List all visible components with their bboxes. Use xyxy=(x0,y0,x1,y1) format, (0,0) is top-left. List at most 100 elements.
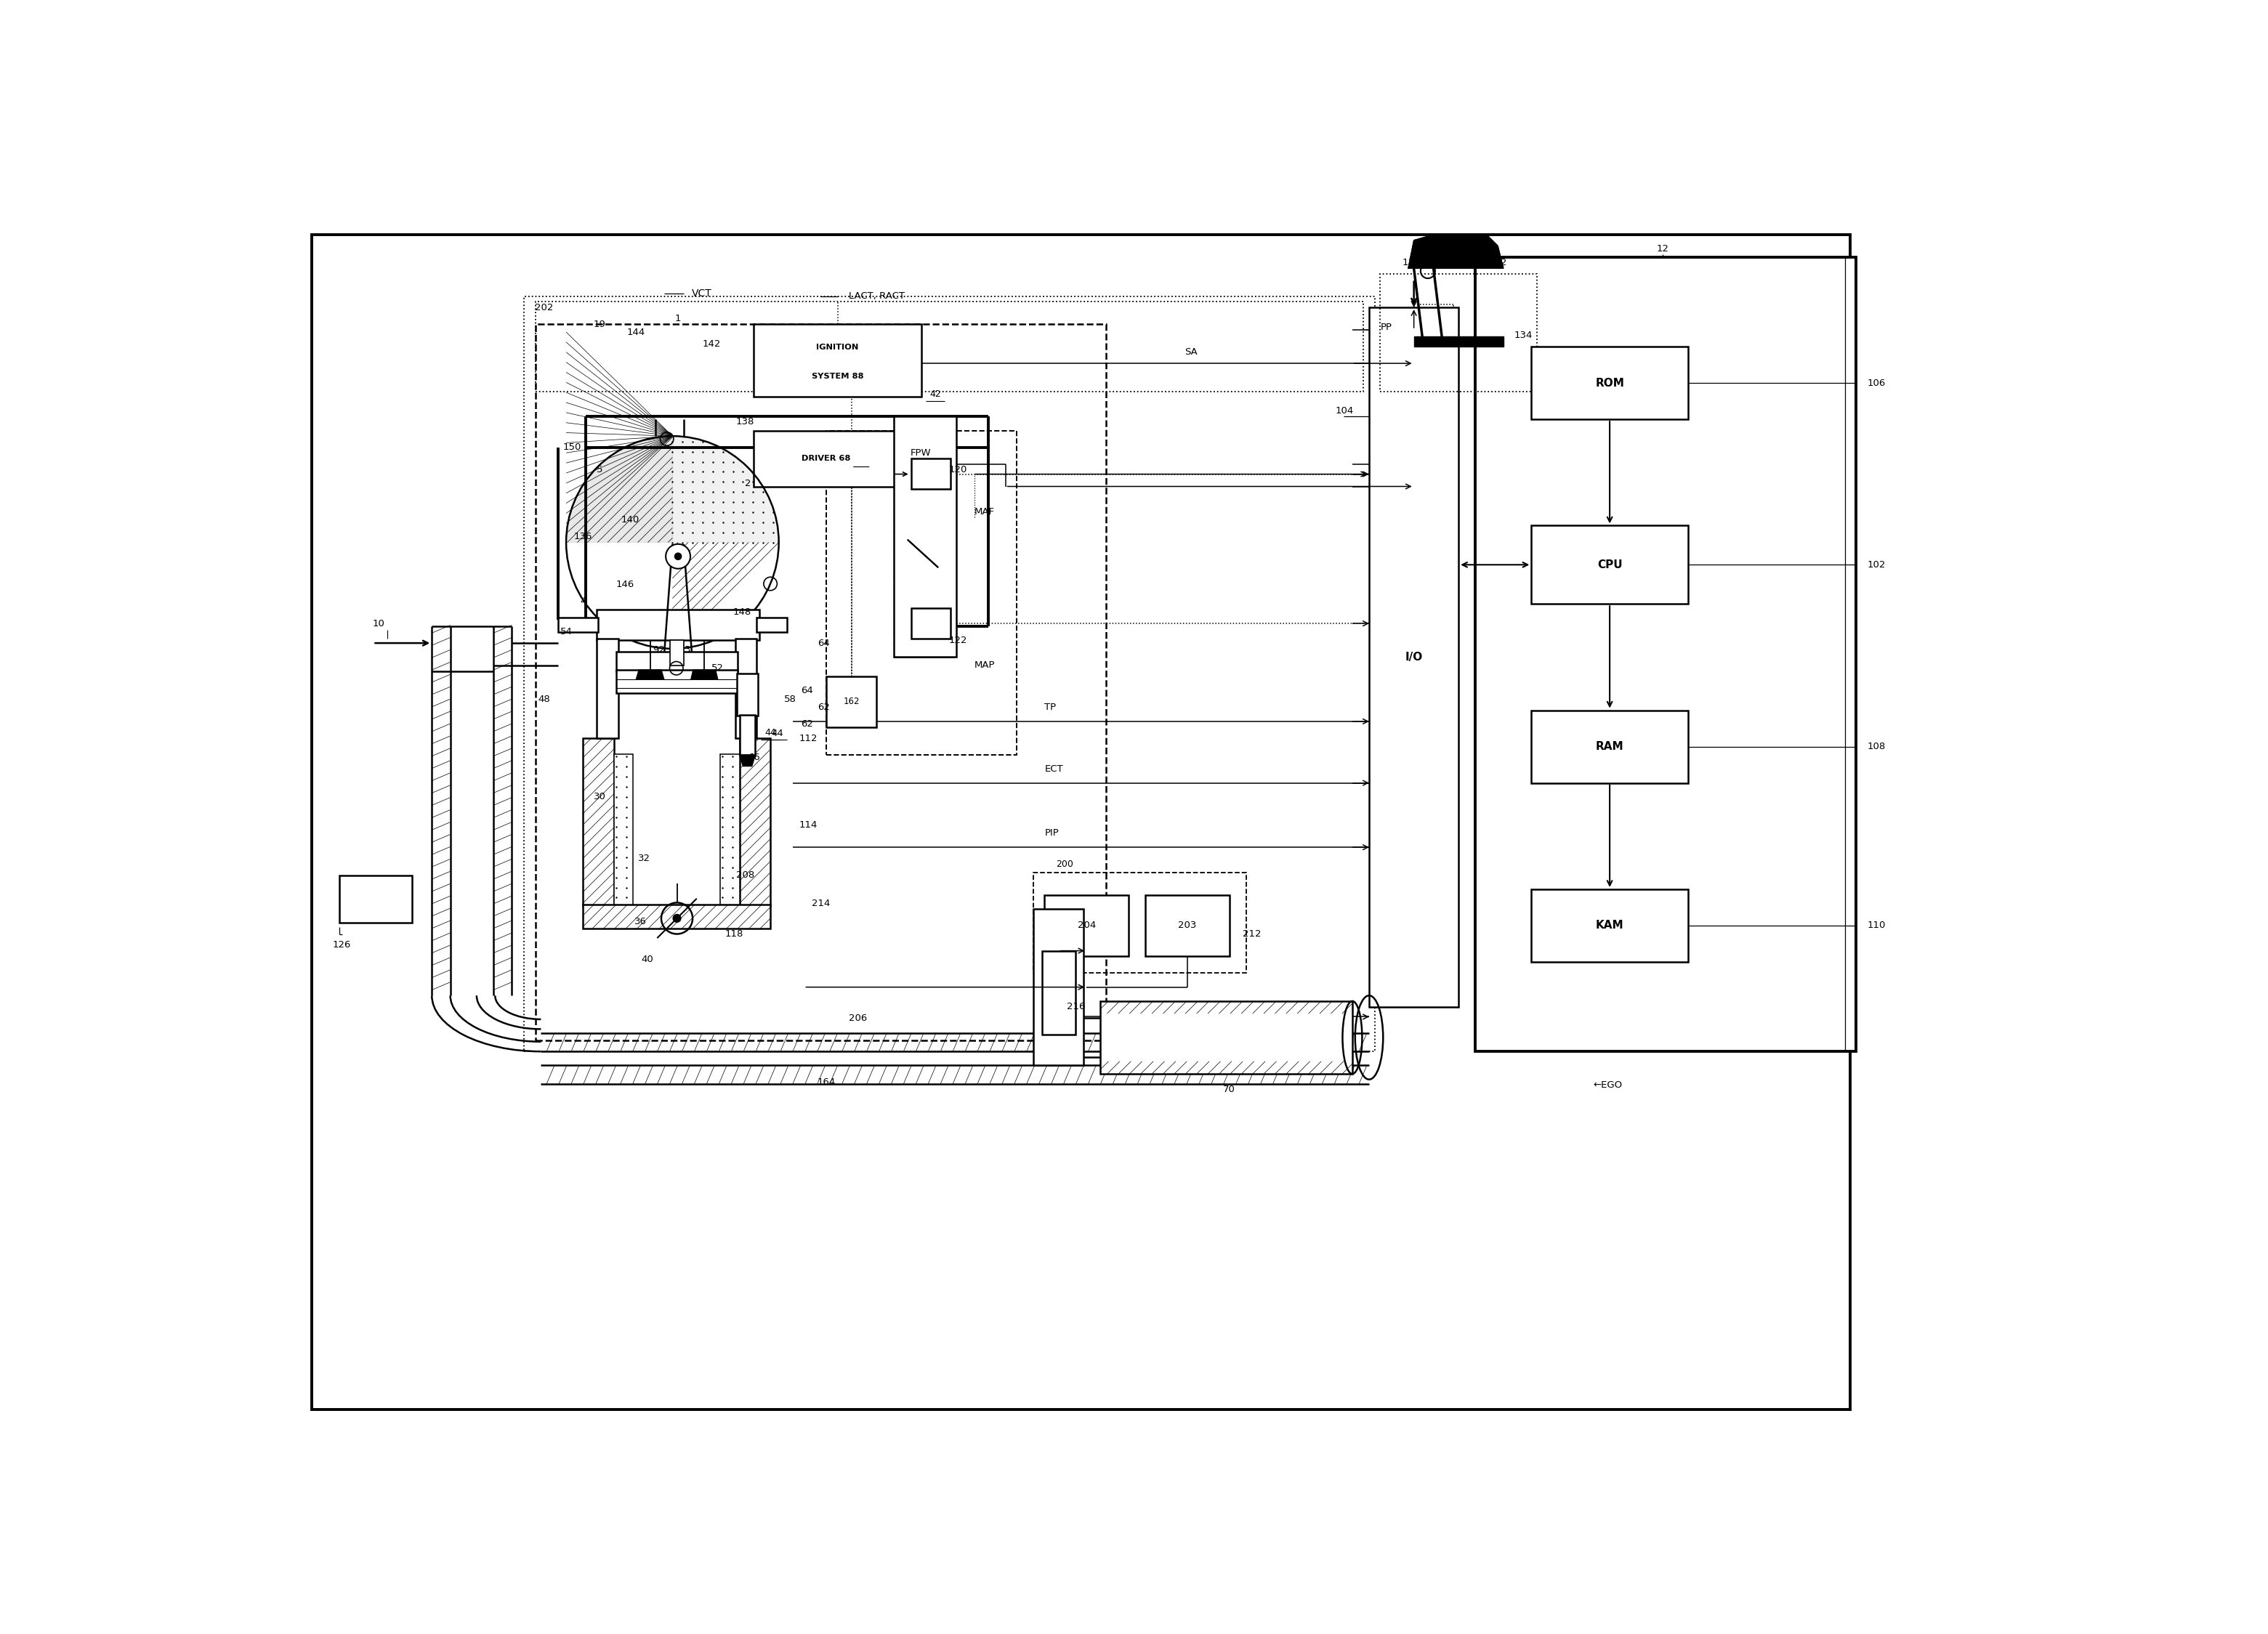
Text: 134: 134 xyxy=(1513,330,1533,340)
Text: MAF: MAF xyxy=(975,507,996,516)
Text: MAP: MAP xyxy=(975,660,996,670)
Bar xyxy=(1370,307,1458,1007)
Text: 212: 212 xyxy=(1243,930,1261,938)
Text: 146: 146 xyxy=(615,580,635,588)
Bar xyxy=(1476,257,1855,1051)
Bar xyxy=(615,753,633,905)
Bar xyxy=(894,417,957,657)
Bar xyxy=(739,714,755,755)
Text: 204: 204 xyxy=(1077,922,1095,930)
Bar xyxy=(669,641,683,665)
Text: 44: 44 xyxy=(764,727,776,737)
Text: ROM: ROM xyxy=(1594,377,1624,389)
Text: 30: 30 xyxy=(594,792,606,802)
Text: 66: 66 xyxy=(748,753,760,763)
Polygon shape xyxy=(739,755,755,766)
Bar xyxy=(311,235,1851,1410)
Bar xyxy=(617,670,737,693)
Bar xyxy=(912,459,950,489)
Bar xyxy=(1041,951,1075,1034)
Text: ECT: ECT xyxy=(1046,765,1064,773)
Bar xyxy=(735,639,758,739)
Text: 214: 214 xyxy=(812,899,830,909)
Text: 164: 164 xyxy=(816,1077,835,1087)
Text: 110: 110 xyxy=(1867,922,1885,930)
Text: 102: 102 xyxy=(1867,560,1885,570)
Bar xyxy=(524,296,1374,1051)
Text: 4: 4 xyxy=(581,596,585,606)
Polygon shape xyxy=(692,670,717,680)
Circle shape xyxy=(674,552,680,560)
Text: 62: 62 xyxy=(816,703,830,712)
Circle shape xyxy=(667,544,689,569)
Text: 40: 40 xyxy=(642,954,653,964)
Text: 44: 44 xyxy=(771,729,782,739)
Bar xyxy=(1531,526,1687,605)
Text: 148: 148 xyxy=(733,608,751,618)
Bar xyxy=(596,609,760,641)
Text: 206: 206 xyxy=(848,1013,866,1023)
Bar xyxy=(558,618,599,632)
Text: 142: 142 xyxy=(703,338,721,348)
Text: 70: 70 xyxy=(1222,1085,1236,1095)
Text: FPW: FPW xyxy=(909,448,932,458)
Text: 200: 200 xyxy=(1057,859,1073,869)
Text: 208: 208 xyxy=(737,871,755,881)
Text: 203: 203 xyxy=(1177,922,1198,930)
Bar xyxy=(758,618,787,632)
Text: 144: 144 xyxy=(626,328,646,337)
Bar xyxy=(1034,909,1084,1065)
Bar xyxy=(583,905,771,928)
Text: SYSTEM 88: SYSTEM 88 xyxy=(812,373,864,381)
Bar xyxy=(617,652,737,672)
Text: 106: 106 xyxy=(1867,377,1885,387)
Bar xyxy=(912,608,950,639)
Bar xyxy=(596,639,619,739)
Text: 64: 64 xyxy=(816,639,830,647)
Bar xyxy=(739,739,771,905)
Polygon shape xyxy=(635,670,665,680)
Text: 118: 118 xyxy=(726,930,744,938)
Bar xyxy=(1531,346,1687,420)
Text: 2: 2 xyxy=(744,479,751,489)
Text: 120: 120 xyxy=(948,466,966,474)
Text: 12: 12 xyxy=(1656,243,1669,253)
Text: SA: SA xyxy=(1184,348,1198,356)
Bar xyxy=(535,324,1107,1041)
Text: 54: 54 xyxy=(560,627,572,637)
Text: 10: 10 xyxy=(372,619,386,627)
Text: 108: 108 xyxy=(1867,742,1885,752)
Text: 130: 130 xyxy=(1402,258,1420,268)
Bar xyxy=(753,430,898,487)
Bar xyxy=(719,753,739,905)
Text: 42: 42 xyxy=(930,389,941,399)
Text: ←EGO: ←EGO xyxy=(1592,1080,1622,1090)
Text: VCT: VCT xyxy=(692,288,712,299)
Bar xyxy=(753,324,921,397)
Text: 52: 52 xyxy=(712,663,723,673)
Bar xyxy=(1531,889,1687,962)
Bar xyxy=(737,673,758,716)
Text: 36: 36 xyxy=(635,917,646,926)
Text: 216: 216 xyxy=(1066,1002,1086,1011)
Text: KAM: KAM xyxy=(1597,920,1624,931)
Text: IGNITION: IGNITION xyxy=(816,343,860,351)
Bar xyxy=(535,302,1363,391)
Polygon shape xyxy=(1408,235,1504,268)
Text: PIP: PIP xyxy=(1046,828,1059,838)
Bar xyxy=(1046,895,1129,956)
Text: 58: 58 xyxy=(785,694,796,704)
Text: 136: 136 xyxy=(574,533,592,541)
Text: I/O: I/O xyxy=(1406,652,1422,662)
Bar xyxy=(1145,895,1229,956)
Text: 114: 114 xyxy=(798,820,819,830)
Text: 122: 122 xyxy=(948,636,966,645)
Text: 1: 1 xyxy=(676,314,680,324)
Text: 112: 112 xyxy=(798,734,819,743)
Text: PP: PP xyxy=(1381,322,1393,332)
Text: 162: 162 xyxy=(844,698,860,706)
Text: 126: 126 xyxy=(333,941,352,949)
Bar xyxy=(340,876,413,923)
Bar xyxy=(1381,275,1538,391)
Text: 202: 202 xyxy=(535,302,553,312)
